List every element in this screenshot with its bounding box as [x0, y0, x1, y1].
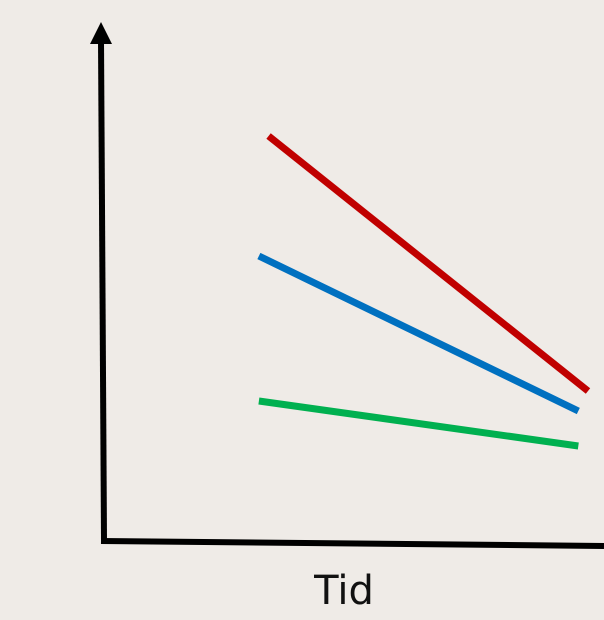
green-series-line: [258, 397, 579, 450]
x-axis: [100, 538, 604, 549]
red-series-line: [266, 133, 591, 394]
blue-series-line: [257, 252, 580, 415]
y-axis: [98, 39, 107, 542]
series-layer: [257, 133, 591, 450]
y-axis-arrowhead: [90, 22, 112, 44]
x-axis-label: Tid: [313, 568, 374, 614]
